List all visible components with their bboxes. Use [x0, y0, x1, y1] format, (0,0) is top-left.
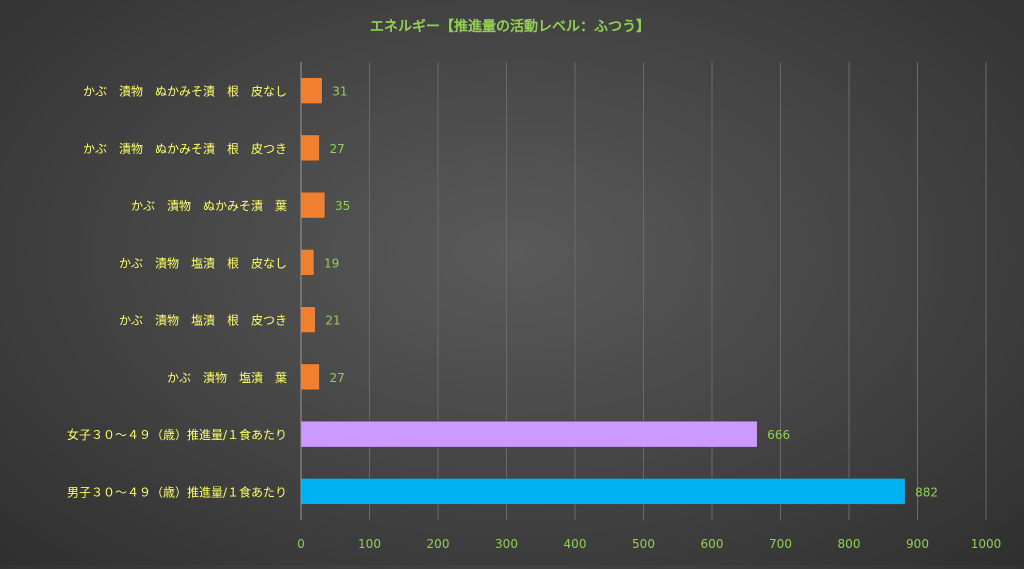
value-label: 27 [329, 371, 344, 385]
x-tick-label: 600 [701, 537, 724, 551]
value-label: 882 [915, 485, 938, 499]
value-label: 19 [324, 256, 339, 270]
value-labels: 31 27 35 19 21 27 666 882 [324, 85, 938, 500]
bars [300, 77, 906, 505]
x-tick-label: 500 [632, 537, 655, 551]
category-label: かぶ 漬物 塩漬 根 皮なし [119, 255, 287, 270]
x-tick-label: 900 [906, 537, 929, 551]
x-tick-label: 200 [427, 537, 450, 551]
x-tick-label: 800 [838, 537, 861, 551]
category-label: 男子３０～４９（歳）推進量/１食あたり [67, 484, 287, 499]
bar [300, 478, 906, 505]
gridlines [369, 62, 987, 520]
value-label: 21 [325, 314, 340, 328]
bar [300, 363, 320, 391]
value-label: 31 [332, 85, 347, 99]
x-tick-label: 700 [769, 537, 792, 551]
value-label: 27 [329, 142, 344, 156]
category-label: かぶ 漬物 ぬかみそ漬 根 皮なし [83, 84, 287, 99]
category-label: 女子３０～４９（歳）推進量/１食あたり [67, 427, 287, 442]
bar [300, 191, 326, 219]
bar [300, 306, 316, 333]
category-label: かぶ 漬物 塩漬 根 皮つき [119, 313, 287, 328]
chart-title: エネルギー【推進量の活動レベル：ふつう】 [370, 18, 650, 35]
bar [300, 420, 758, 448]
category-label: かぶ 漬物 ぬかみそ漬 葉 [131, 198, 287, 213]
x-tick-label: 400 [564, 537, 587, 551]
x-tick-label: 300 [495, 537, 518, 551]
bar [300, 77, 323, 104]
category-label: かぶ 漬物 ぬかみそ漬 根 皮つき [83, 141, 287, 156]
bar [300, 134, 320, 162]
value-label: 666 [767, 428, 790, 442]
x-axis-tick-labels: 0 100 200 300 400 500 600 700 800 900 1000 [297, 537, 1001, 551]
bar [300, 249, 315, 276]
value-label: 35 [335, 199, 350, 213]
x-tick-label: 1000 [971, 537, 1002, 551]
category-label: かぶ 漬物 塩漬 葉 [167, 370, 287, 385]
x-tick-label: 100 [358, 537, 381, 551]
x-tick-label: 0 [297, 537, 305, 551]
